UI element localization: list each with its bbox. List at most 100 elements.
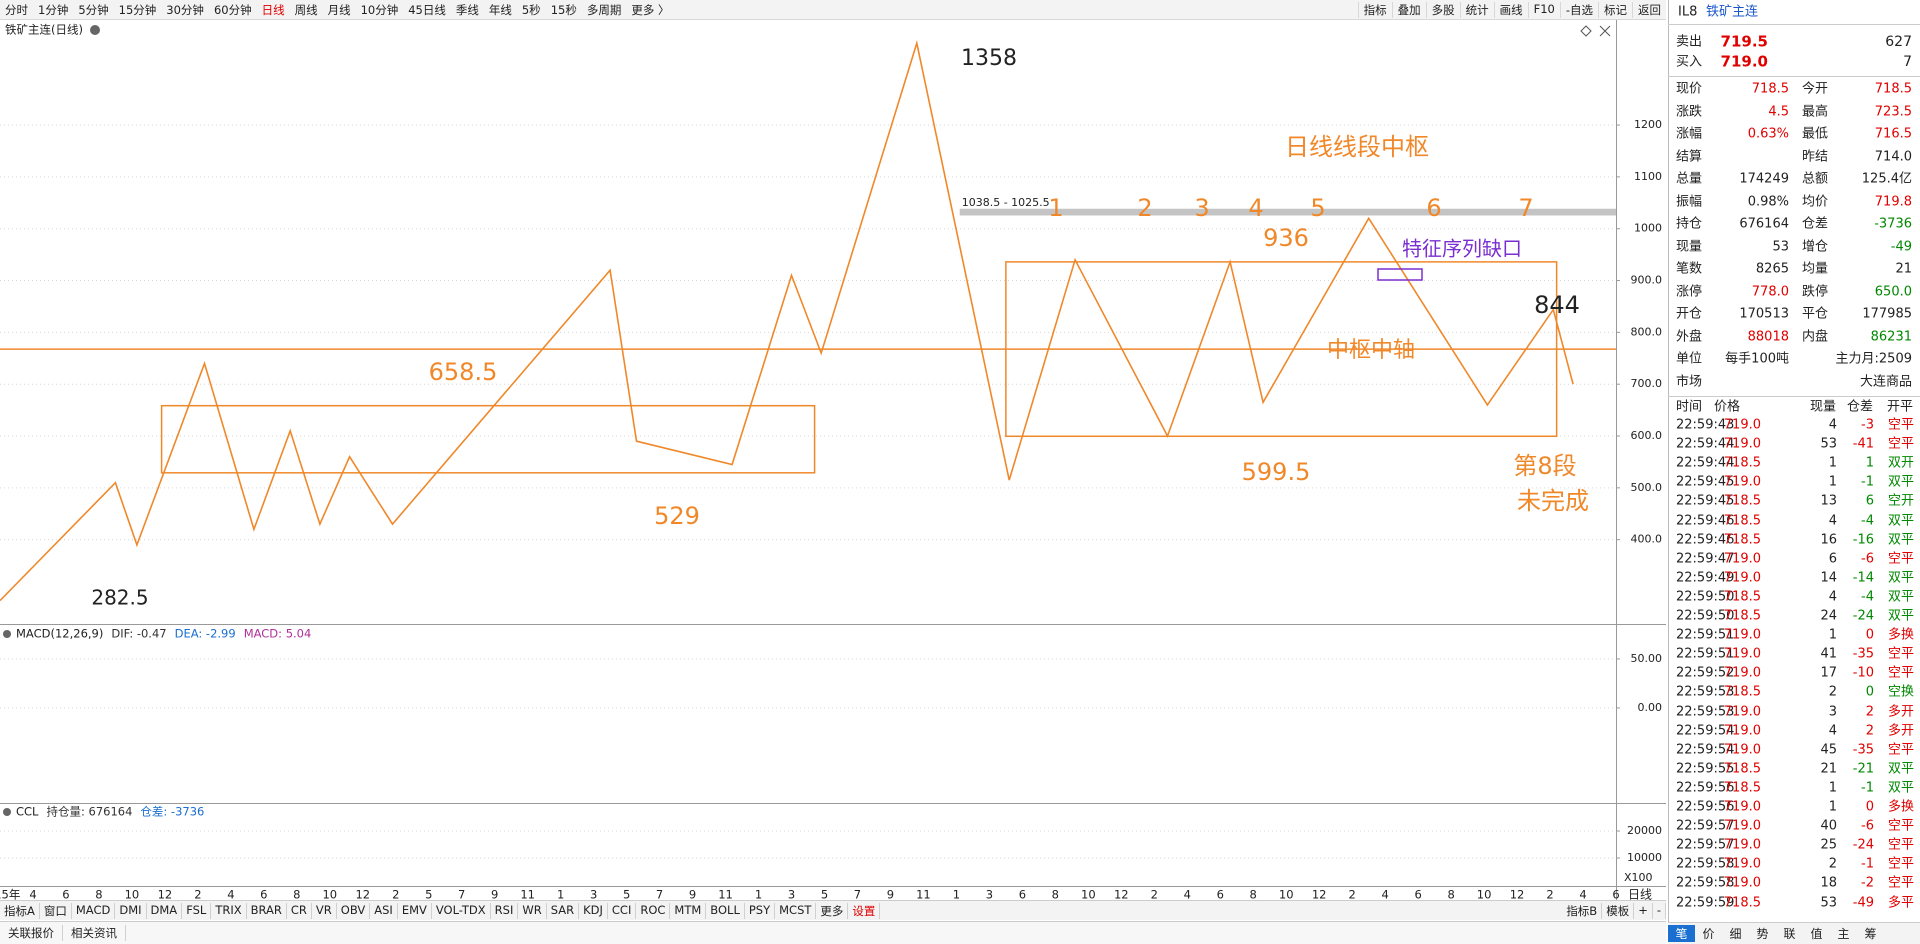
trade-volume: 4 bbox=[1828, 513, 1837, 528]
trade-time: 22:59:46 bbox=[1676, 532, 1735, 548]
tool-button[interactable]: 指标 bbox=[1357, 1, 1392, 18]
value-label: 658.5 bbox=[429, 358, 498, 386]
period-button[interactable]: 分时 bbox=[5, 2, 28, 17]
indicator-tab[interactable]: MCST bbox=[775, 902, 817, 919]
indicator-tab[interactable]: BOLL bbox=[706, 902, 745, 919]
indicator-tab[interactable]: BRAR bbox=[247, 902, 287, 919]
period-button[interactable]: 10分钟 bbox=[360, 2, 399, 17]
tool-button[interactable]: -自选 bbox=[1559, 1, 1598, 18]
side-tab[interactable]: 筹 bbox=[1864, 927, 1877, 941]
period-button[interactable]: 日线 bbox=[261, 2, 285, 17]
side-tab[interactable]: 值 bbox=[1810, 927, 1823, 941]
trade-header: 时间 bbox=[1676, 399, 1703, 415]
indicator-tab[interactable]: ROC bbox=[636, 902, 671, 919]
period-button[interactable]: 多周期 bbox=[586, 2, 622, 17]
trade-diff: -1 bbox=[1861, 474, 1874, 490]
indicator-tab[interactable]: VOL-TDX bbox=[432, 902, 491, 919]
indicator-tab[interactable]: 更多 bbox=[816, 902, 849, 919]
indicator-tab[interactable]: RSI bbox=[491, 902, 519, 919]
trade-volume: 4 bbox=[1828, 417, 1837, 433]
period-button[interactable]: 45日线 bbox=[408, 2, 446, 17]
panel-close[interactable] bbox=[1599, 25, 1611, 37]
indicator-tab[interactable]: - bbox=[1653, 902, 1666, 919]
trade-type: 空平 bbox=[1887, 818, 1914, 834]
x-tick-label: 6 bbox=[1612, 888, 1619, 901]
tool-button[interactable]: 画线 bbox=[1493, 1, 1528, 18]
period-button[interactable]: 季线 bbox=[455, 2, 479, 17]
period-button[interactable]: 更多 〉 bbox=[631, 2, 670, 17]
trade-diff: 2 bbox=[1865, 704, 1874, 719]
indicator-tab[interactable]: DMI bbox=[115, 902, 147, 919]
trade-time: 22:59:47 bbox=[1676, 551, 1735, 567]
trade-price: 718.5 bbox=[1723, 761, 1761, 777]
field-value: 0.63% bbox=[1747, 126, 1789, 142]
indicator-tab[interactable]: 设置 bbox=[848, 902, 881, 919]
field-label: 内盘 bbox=[1802, 329, 1829, 344]
period-button[interactable]: 5分钟 bbox=[78, 2, 109, 17]
tool-button[interactable]: 叠加 bbox=[1391, 1, 1426, 18]
trade-volume: 53 bbox=[1820, 436, 1837, 452]
indicator-tabs: 指标A 窗口 MACD DMI DMA FSL TRIX BRAR CR VR OBV ASI EMV V… bbox=[0, 900, 1666, 920]
indicator-tab[interactable]: DMA bbox=[147, 902, 183, 919]
center-box bbox=[160, 404, 816, 474]
field-label: 振幅 bbox=[1676, 194, 1703, 209]
trade-diff: -6 bbox=[1861, 818, 1874, 834]
indicator-tab[interactable]: TRIX bbox=[211, 902, 247, 919]
side-tab[interactable]: 价 bbox=[1702, 927, 1715, 941]
period-button[interactable]: 5秒 bbox=[521, 2, 541, 17]
x-tick-label: 12 bbox=[158, 888, 173, 901]
period-button[interactable]: 月线 bbox=[327, 2, 351, 17]
panel-icon[interactable] bbox=[1580, 25, 1592, 37]
period-button[interactable]: 年线 bbox=[488, 2, 512, 17]
footer-tab[interactable]: 关联报价 bbox=[0, 925, 63, 941]
tool-button[interactable]: 统计 bbox=[1459, 1, 1494, 18]
indicator-tab[interactable]: + bbox=[1634, 902, 1653, 919]
period-button[interactable]: 1分钟 bbox=[38, 2, 69, 17]
side-tab[interactable]: 联 bbox=[1783, 927, 1796, 941]
indicator-tab[interactable]: MTM bbox=[670, 902, 707, 919]
period-button[interactable]: 15分钟 bbox=[118, 2, 157, 17]
indicator-tab[interactable]: VR bbox=[312, 902, 337, 919]
title-menu-icon[interactable] bbox=[90, 25, 100, 35]
field-label: 单位 bbox=[1676, 351, 1703, 367]
footer-tab[interactable]: 相关资讯 bbox=[63, 925, 126, 941]
indicator-tab[interactable]: WR bbox=[518, 902, 547, 919]
indicator-tab[interactable]: 指标B bbox=[1562, 902, 1603, 919]
field-label: 涨幅 bbox=[1676, 126, 1703, 142]
trade-price: 719.0 bbox=[1723, 417, 1761, 433]
indicator-tab[interactable]: SAR bbox=[547, 902, 580, 919]
field-label: 最低 bbox=[1802, 126, 1829, 142]
indicator-tab[interactable]: MACD bbox=[72, 902, 116, 919]
indicator-tab[interactable]: EMV bbox=[398, 902, 432, 919]
indicator-tab[interactable]: OBV bbox=[337, 902, 371, 919]
indicator-tab[interactable]: 指标A bbox=[0, 902, 40, 919]
indicator-tab[interactable]: CCI bbox=[608, 902, 637, 919]
period-button[interactable]: 15秒 bbox=[550, 2, 577, 17]
indicator-tab[interactable]: ASI bbox=[370, 902, 398, 919]
field-label: 最高 bbox=[1802, 104, 1829, 119]
field-value: 718.5 bbox=[1751, 81, 1789, 97]
tool-button[interactable]: 多股 bbox=[1425, 1, 1460, 18]
indicator-tab[interactable]: FSL bbox=[182, 902, 212, 919]
trade-type: 双开 bbox=[1887, 455, 1914, 471]
side-tab[interactable]: 笔 bbox=[1668, 925, 1695, 942]
tool-button[interactable]: 返回 bbox=[1632, 1, 1666, 18]
tool-button[interactable]: F10 bbox=[1527, 1, 1560, 18]
trade-diff: -35 bbox=[1852, 742, 1874, 758]
side-tab[interactable]: 主 bbox=[1837, 927, 1850, 941]
trade-header: 现量 bbox=[1810, 399, 1837, 415]
indicator-tab[interactable]: PSY bbox=[745, 902, 776, 919]
period-button[interactable]: 30分钟 bbox=[166, 2, 204, 17]
field-label: 平仓 bbox=[1802, 306, 1829, 322]
x-tick-label: 6 bbox=[62, 888, 69, 901]
tool-button[interactable]: 标记 bbox=[1598, 1, 1632, 18]
period-button[interactable]: 周线 bbox=[294, 2, 318, 17]
side-tab[interactable]: 势 bbox=[1756, 927, 1769, 941]
trade-volume: 2 bbox=[1828, 684, 1837, 700]
side-tab[interactable]: 细 bbox=[1729, 927, 1742, 941]
indicator-tab[interactable]: KDJ bbox=[579, 902, 608, 919]
period-button[interactable]: 60分钟 bbox=[213, 2, 252, 17]
indicator-tab[interactable]: CR bbox=[287, 902, 312, 919]
indicator-tab[interactable]: 窗口 bbox=[40, 902, 72, 919]
indicator-tab[interactable]: 模板 bbox=[1602, 902, 1635, 919]
